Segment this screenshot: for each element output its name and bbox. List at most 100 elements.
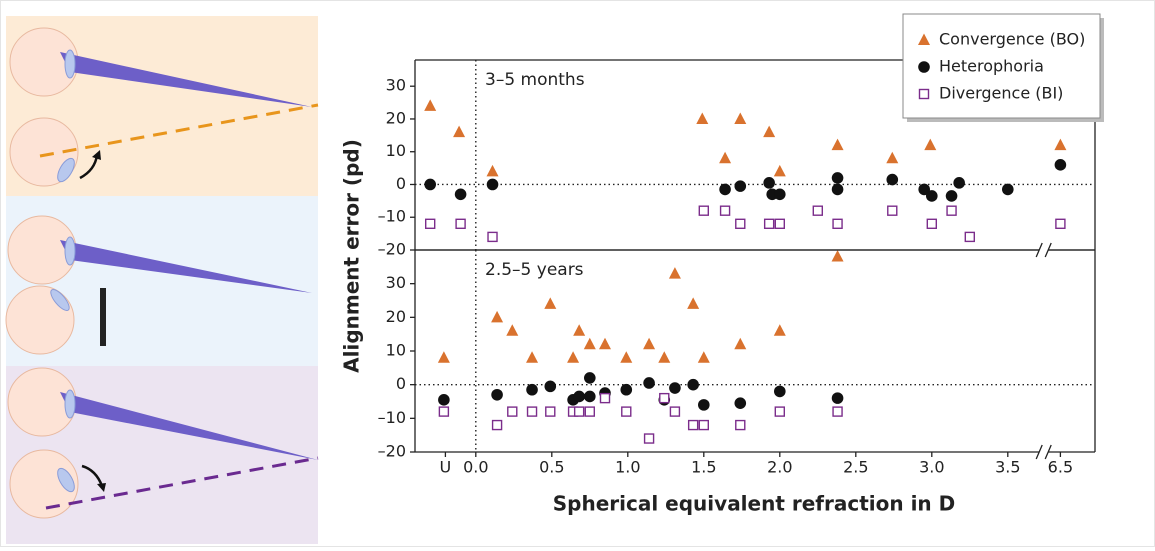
triangle-marker [491, 310, 504, 323]
triangle-marker [437, 351, 450, 363]
circle-marker [526, 383, 538, 396]
triangle-marker [886, 151, 899, 164]
triangle-marker [668, 267, 681, 279]
square-marker [763, 218, 775, 229]
circle-marker [945, 190, 958, 202]
square-marker [425, 218, 436, 229]
square-marker [719, 205, 731, 216]
panel-title: 2.5–5 years [485, 260, 584, 280]
y-tick-label: 30 [386, 76, 406, 95]
triangle-marker [734, 337, 747, 350]
x-tick-label: 0.5 [539, 458, 564, 477]
triangle-marker [773, 324, 786, 336]
square-marker [735, 218, 746, 229]
square-marker [887, 205, 898, 216]
circle-marker [763, 177, 775, 189]
square-marker [918, 88, 930, 100]
square-marker [573, 406, 585, 417]
square-marker [832, 218, 843, 229]
square-marker [507, 406, 518, 417]
triangle-marker [696, 112, 709, 124]
square-marker [487, 231, 498, 243]
square-marker [545, 406, 556, 417]
circle-marker [774, 188, 786, 201]
y-tick-label: 20 [386, 108, 406, 127]
x-axis-label: Spherical equivalent refraction in D [553, 492, 955, 516]
square-marker [643, 433, 655, 444]
square-marker [621, 406, 632, 417]
square-marker [455, 218, 466, 229]
circle-marker [544, 380, 557, 393]
circle-marker [774, 385, 786, 398]
circle-marker [953, 177, 965, 189]
circle-marker [438, 394, 450, 406]
triangle-marker [831, 138, 844, 151]
square-marker [698, 419, 709, 431]
triangle-marker [918, 33, 930, 45]
square-marker [812, 205, 823, 216]
circle-marker [926, 190, 938, 202]
x-tick-label: 0.0 [463, 458, 488, 477]
axis-break [1044, 444, 1052, 460]
x-tick-label: 3.0 [919, 458, 944, 477]
square-marker [659, 392, 670, 404]
circle-marker [669, 382, 681, 394]
square-marker [526, 406, 538, 417]
triangle-marker [831, 250, 844, 262]
circle-marker [584, 390, 596, 403]
x-tick-label: U [440, 458, 452, 477]
x-tick-label: 6.5 [1048, 458, 1073, 477]
panel-title: 3–5 months [485, 70, 585, 90]
x-tick-label: 2.0 [767, 458, 792, 477]
circle-marker [643, 377, 655, 389]
circle-marker [719, 183, 731, 196]
circle-marker [486, 178, 499, 191]
circle-marker [831, 172, 844, 184]
circle-marker [1054, 159, 1067, 171]
y-tick-label: –10 [378, 207, 406, 226]
y-tick-label: 0 [396, 174, 406, 193]
circle-marker [620, 383, 633, 396]
y-tick-label: 10 [386, 341, 406, 360]
y-tick-label: –20 [378, 442, 406, 461]
square-marker [774, 218, 785, 229]
triangle-marker [453, 125, 466, 138]
circle-marker [918, 183, 930, 196]
triangle-marker [763, 125, 776, 138]
square-marker [964, 231, 975, 243]
y-tick-label: 10 [386, 141, 406, 160]
y-tick-label: –20 [378, 240, 406, 259]
triangle-marker [599, 337, 611, 350]
circle-marker [687, 378, 699, 391]
circle-marker [831, 392, 844, 404]
circle-marker [584, 372, 596, 384]
triangle-marker [583, 337, 596, 350]
square-marker [926, 218, 937, 229]
circle-marker [698, 399, 710, 411]
square-marker [774, 406, 785, 417]
triangle-marker [658, 351, 671, 363]
triangle-marker [544, 297, 557, 309]
square-marker [438, 406, 450, 417]
circle-marker [831, 183, 844, 196]
circle-marker [734, 180, 747, 192]
x-tick-label: 1.5 [691, 458, 716, 477]
square-marker [584, 406, 595, 417]
triangle-marker [643, 337, 656, 350]
circle-marker [886, 173, 899, 186]
triangle-marker [526, 351, 539, 363]
circle-marker [454, 188, 467, 201]
legend-label: Heterophoria [939, 57, 1044, 76]
circle-marker [491, 388, 503, 401]
axis-break [1044, 242, 1052, 258]
x-tick-label: 1.0 [615, 458, 640, 477]
axis-break [1035, 444, 1043, 460]
circle-marker [1002, 183, 1014, 196]
square-marker [698, 205, 709, 216]
triangle-marker [697, 351, 710, 363]
triangle-marker [687, 297, 700, 309]
illustration [5, 16, 319, 544]
square-marker [687, 419, 699, 431]
square-marker [491, 419, 503, 431]
